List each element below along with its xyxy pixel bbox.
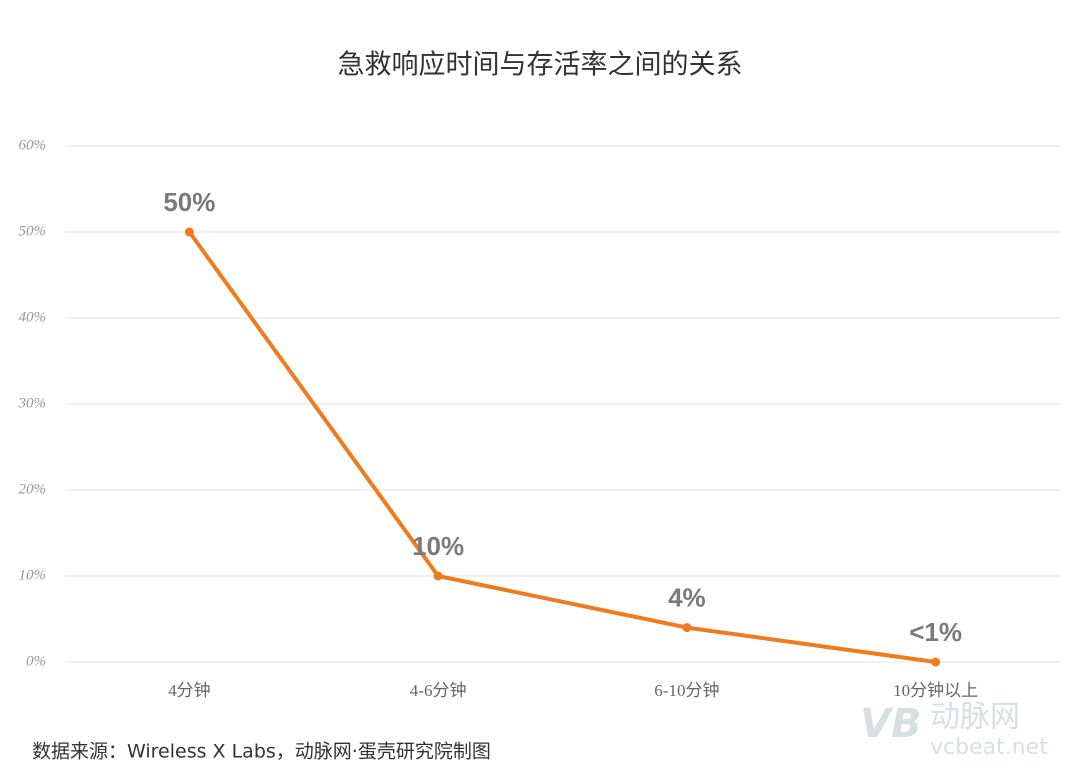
watermark-logo: VB	[860, 701, 921, 747]
source-note: 数据来源：Wireless X Labs，动脉网·蛋壳研究院制图	[32, 741, 491, 763]
value-label: 10%	[412, 531, 464, 561]
y-tick-label: 10%	[19, 567, 47, 583]
y-tick-label: 20%	[19, 481, 47, 497]
watermark-url: vcbeat.net	[930, 735, 1048, 760]
chart-title: 急救响应时间与存活率之间的关系	[338, 50, 743, 81]
point	[184, 227, 194, 237]
y-tick-label: 30%	[18, 395, 47, 411]
point	[682, 623, 692, 633]
x-tick-label: 10分钟以上	[893, 681, 978, 700]
value-label: <1%	[909, 617, 962, 647]
x-tick-label: 4-6分钟	[410, 681, 467, 700]
x-tick-label: 6-10分钟	[654, 681, 719, 700]
y-tick-label: 40%	[19, 309, 47, 325]
value-label: 50%	[163, 187, 215, 217]
watermark: VB 动脉网 vcbeat.net	[860, 700, 1048, 761]
y-tick-label: 60%	[19, 137, 47, 153]
x-tick-label: 4分钟	[168, 681, 211, 700]
point	[931, 657, 941, 667]
value-label: 4%	[668, 582, 706, 612]
y-tick-label: 0%	[26, 653, 46, 669]
line	[187, 230, 936, 664]
watermark-brand: 动脉网	[930, 700, 1020, 735]
point	[433, 571, 443, 581]
y-tick-label: 50%	[19, 223, 47, 239]
